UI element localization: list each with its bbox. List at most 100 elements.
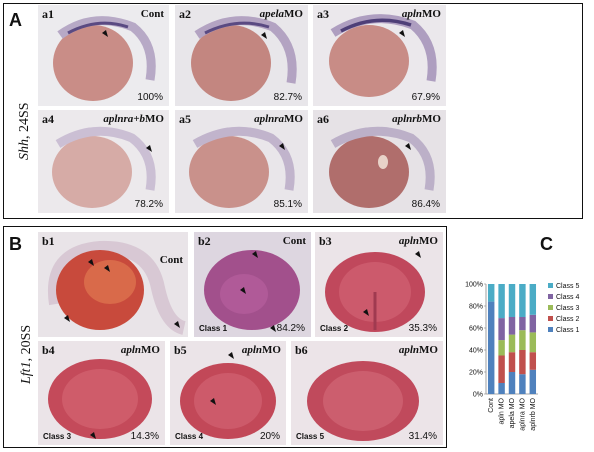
tile-id-a3: a3 bbox=[317, 7, 329, 21]
tile-id-a4: a4 bbox=[42, 112, 54, 126]
image-tile-b6: b6 aplnMO Class 5 31.4% bbox=[291, 341, 443, 445]
x-tick-label: aplnra MO bbox=[519, 397, 526, 430]
panel-a-gene: Shh bbox=[17, 139, 32, 160]
legend-label: Class 4 bbox=[556, 294, 579, 301]
panel-b-stage: , 20SS bbox=[19, 324, 34, 362]
tile-id-b4: b4 bbox=[42, 343, 55, 357]
bar-segment bbox=[508, 334, 516, 353]
embryo-image-a3 bbox=[313, 5, 446, 106]
percent-label-b5: 20% bbox=[259, 431, 280, 442]
bar-segment bbox=[508, 352, 516, 372]
y-tick-label: 20% bbox=[469, 370, 483, 377]
embryo-image-a4 bbox=[38, 110, 169, 213]
tile-id-a5: a5 bbox=[179, 112, 191, 126]
bar-segment bbox=[487, 301, 495, 394]
embryo-image-a2 bbox=[175, 5, 308, 106]
tile-id-b5: b5 bbox=[174, 343, 187, 357]
image-tile-b3: b3 aplnMO Class 2 35.3% bbox=[315, 232, 443, 337]
percent-label-b4: 14.3% bbox=[130, 431, 159, 442]
image-tile-a3: a3 aplnMO 67.9% bbox=[313, 5, 446, 106]
bar-segment bbox=[498, 318, 505, 341]
x-tick-label: aplnrb MO bbox=[530, 397, 537, 430]
condition-label-a4: aplnra+bMO bbox=[103, 113, 164, 125]
embryo-image-b6 bbox=[291, 341, 443, 445]
panel-a-stage: , 24SS bbox=[17, 102, 32, 139]
x-tick-label: Cont bbox=[488, 398, 495, 413]
bar-segment bbox=[529, 332, 537, 353]
y-tick-label: 40% bbox=[469, 348, 483, 355]
panel-c-letter: C bbox=[540, 234, 553, 254]
y-tick-label: 100% bbox=[465, 282, 483, 289]
percent-label-b2: 84.2% bbox=[276, 323, 305, 334]
panel-b-gene: Lft1 bbox=[19, 361, 34, 384]
bar-segment bbox=[519, 284, 526, 317]
image-tile-a6: a6 aplnrbMO 86.4% bbox=[313, 110, 446, 213]
panel-b-letter: B bbox=[9, 234, 22, 254]
legend-swatch bbox=[548, 283, 553, 288]
y-tick-label: 80% bbox=[469, 304, 483, 311]
y-tick-label: 60% bbox=[469, 326, 483, 333]
condition-label-b5: aplnMO bbox=[241, 344, 281, 356]
embryo-image-a6 bbox=[313, 110, 446, 213]
percent-label-a3: 67.9% bbox=[411, 92, 440, 103]
panel-a-letter: A bbox=[9, 10, 22, 30]
percent-label-b6: 31.4% bbox=[408, 431, 437, 442]
condition-label-b4: aplnMO bbox=[120, 344, 160, 356]
panel-a-side-label: Shh, 24SS bbox=[17, 102, 33, 160]
bar-segment bbox=[529, 369, 537, 394]
embryo-image-a1 bbox=[38, 5, 169, 106]
x-tick-label: apln MO bbox=[499, 397, 506, 424]
bar-segment bbox=[529, 352, 537, 370]
condition-label-b6: aplnMO bbox=[398, 344, 438, 356]
bar-segment bbox=[508, 372, 516, 394]
tile-id-b3: b3 bbox=[319, 234, 332, 248]
condition-label-a3: aplnMO bbox=[401, 8, 441, 20]
embryo-image-a5 bbox=[175, 110, 308, 213]
bar-segment bbox=[519, 374, 526, 394]
y-tick-label: 0% bbox=[473, 392, 483, 399]
condition-label-a1: Cont bbox=[140, 8, 164, 20]
condition-label-b2: Cont bbox=[282, 235, 306, 247]
percent-label-b3: 35.3% bbox=[408, 323, 437, 334]
condition-label-a6: aplnrbMO bbox=[392, 113, 441, 125]
tile-id-a6: a6 bbox=[317, 112, 329, 126]
percent-label-a6: 86.4% bbox=[411, 199, 440, 210]
bar-segment bbox=[498, 340, 505, 356]
class-label-b5: Class 4 bbox=[175, 432, 204, 441]
image-tile-b4: b4 aplnMO Class 3 14.3% bbox=[38, 341, 165, 445]
image-tile-a1: a1 Cont 100% bbox=[38, 5, 169, 106]
bar-segment bbox=[498, 355, 505, 383]
bar-segment bbox=[498, 284, 505, 319]
tile-id-b2: b2 bbox=[198, 234, 211, 248]
embryo-image-b4 bbox=[38, 341, 165, 445]
image-tile-a4: a4 aplnra+bMO 78.2% bbox=[38, 110, 169, 213]
legend-swatch bbox=[548, 294, 553, 299]
bar-segment bbox=[498, 383, 505, 394]
x-tick-label: apela MO bbox=[509, 397, 516, 428]
legend-label: Class 1 bbox=[556, 327, 579, 334]
tile-id-a1: a1 bbox=[42, 7, 54, 21]
legend-swatch bbox=[548, 305, 553, 310]
embryo-image-b5 bbox=[170, 341, 286, 445]
legend-label: Class 3 bbox=[556, 305, 579, 312]
percent-label-a5: 85.1% bbox=[273, 199, 302, 210]
legend-label: Class 5 bbox=[556, 283, 579, 290]
tile-id-a2: a2 bbox=[179, 7, 191, 21]
class-label-b3: Class 2 bbox=[320, 324, 349, 333]
condition-label-a5: aplnraMO bbox=[254, 113, 303, 125]
class-label-b6: Class 5 bbox=[296, 432, 325, 441]
bar-segment bbox=[508, 284, 516, 317]
embryo-image-b1 bbox=[38, 232, 188, 337]
panel-b-side-label: Lft1, 20SS bbox=[19, 325, 35, 384]
class-label-b4: Class 3 bbox=[43, 432, 72, 441]
percent-label-a4: 78.2% bbox=[134, 199, 163, 210]
bar-segment bbox=[529, 284, 537, 315]
image-tile-b5: b5 aplnMO Class 4 20% bbox=[170, 341, 286, 445]
legend-swatch bbox=[548, 316, 553, 321]
percent-label-a2: 82.7% bbox=[273, 92, 302, 103]
condition-label-a2: apelaMO bbox=[259, 8, 303, 20]
embryo-image-b3 bbox=[315, 232, 443, 337]
bar-segment bbox=[519, 317, 526, 331]
image-tile-a2: a2 apelaMO 82.7% bbox=[175, 5, 308, 106]
tile-id-b1: b1 bbox=[42, 234, 55, 248]
